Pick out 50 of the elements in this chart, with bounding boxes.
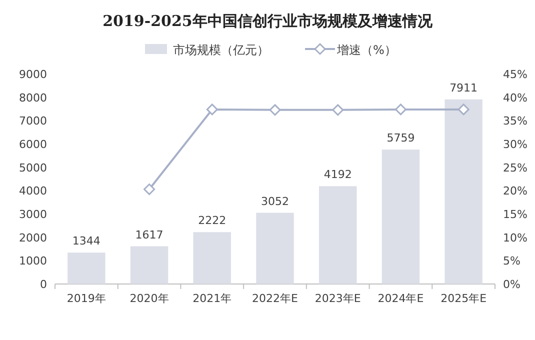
y-tick-label: 5000 [19, 161, 47, 174]
point [332, 104, 344, 116]
y2-tick-label: 35% [503, 114, 528, 128]
bar [444, 99, 482, 284]
data-label: 4192 [324, 168, 352, 182]
point [394, 104, 406, 116]
x-tick-label: 2023年E [314, 292, 361, 305]
y-tick-label: 6000 [19, 138, 47, 151]
y-tick-label: 8000 [19, 91, 47, 104]
bar [382, 150, 420, 284]
y2-tick-label: 45% [503, 68, 528, 81]
data-label: 3052 [261, 194, 289, 208]
y-tick-label: 3000 [19, 208, 47, 221]
x-tick-label: 2024年E [378, 292, 424, 305]
point [269, 104, 281, 116]
y2-tick-label: 0% [503, 278, 520, 291]
data-label: 2222 [198, 214, 226, 228]
y-tick-label: 9000 [19, 68, 47, 81]
data-label: 1344 [72, 234, 100, 248]
data-label: 5759 [386, 132, 415, 145]
y-tick-label: 7000 [19, 114, 47, 128]
y2-tick-label: 40% [503, 91, 528, 104]
x-tick-label: 2019年 [66, 292, 106, 305]
x-tick-label: 2025年E [440, 292, 487, 305]
y-tick-label: 0 [40, 278, 47, 291]
legend-label: 增速（%） [336, 43, 396, 57]
point [206, 104, 218, 116]
y2-tick-label: 30% [503, 138, 528, 151]
bar [68, 252, 106, 284]
y2-tick-label: 10% [503, 231, 528, 244]
point [144, 184, 156, 196]
bar [130, 246, 168, 284]
legend-label: 市场规模（亿元） [173, 43, 269, 57]
y2-tick-label: 15% [503, 208, 528, 221]
y-tick-label: 2000 [19, 231, 47, 244]
y-tick-label: 4000 [19, 184, 47, 198]
data-label: 7911 [450, 81, 478, 94]
bar [193, 232, 231, 284]
bar [319, 186, 357, 284]
chart-title: 2019-2025年中国信创行业市场规模及增速情况 [102, 12, 434, 30]
x-tick-label: 2021年 [192, 292, 232, 305]
y2-tick-label: 25% [503, 161, 528, 174]
point [458, 104, 470, 116]
x-tick-label: 2022年E [252, 292, 298, 305]
y-tick-label: 1000 [19, 254, 47, 268]
y2-tick-label: 20% [503, 184, 528, 198]
data-label: 1617 [135, 228, 164, 242]
bar [256, 212, 294, 284]
y2-tick-label: 5% [503, 254, 520, 268]
x-tick-label: 2020年 [130, 292, 169, 305]
